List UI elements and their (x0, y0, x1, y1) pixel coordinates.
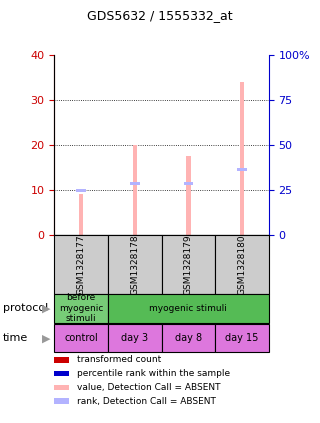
Bar (186, 156, 190, 235)
Bar (215, 324, 269, 352)
Bar (54, 235, 108, 294)
Bar (108, 294, 269, 323)
Text: ▶: ▶ (42, 333, 51, 343)
Text: GSM1328178: GSM1328178 (130, 234, 139, 295)
Bar (54, 324, 108, 352)
Text: day 15: day 15 (225, 333, 259, 343)
Text: myogenic stimuli: myogenic stimuli (149, 304, 227, 313)
Bar (184, 181, 193, 185)
Text: time: time (3, 333, 28, 343)
Bar (133, 145, 137, 235)
Bar (79, 194, 83, 235)
Bar (76, 189, 86, 192)
Text: transformed count: transformed count (77, 355, 161, 364)
Bar (240, 82, 244, 235)
Bar (130, 181, 140, 185)
Text: protocol: protocol (3, 303, 48, 313)
Bar (108, 235, 162, 294)
Text: GSM1328177: GSM1328177 (77, 234, 86, 295)
Text: ▶: ▶ (42, 303, 51, 313)
Text: control: control (64, 333, 98, 343)
Bar (237, 168, 247, 171)
Text: GSM1328179: GSM1328179 (184, 234, 193, 295)
Text: before
myogenic
stimuli: before myogenic stimuli (59, 294, 103, 323)
Text: value, Detection Call = ABSENT: value, Detection Call = ABSENT (77, 383, 220, 392)
Bar (162, 324, 215, 352)
Text: GDS5632 / 1555332_at: GDS5632 / 1555332_at (87, 9, 233, 22)
Bar (162, 235, 215, 294)
Text: GSM1328180: GSM1328180 (237, 234, 246, 295)
Bar (54, 294, 108, 323)
Text: day 8: day 8 (175, 333, 202, 343)
Text: rank, Detection Call = ABSENT: rank, Detection Call = ABSENT (77, 397, 216, 406)
Text: day 3: day 3 (121, 333, 148, 343)
Bar (215, 235, 269, 294)
Bar (108, 324, 162, 352)
Text: percentile rank within the sample: percentile rank within the sample (77, 369, 230, 378)
